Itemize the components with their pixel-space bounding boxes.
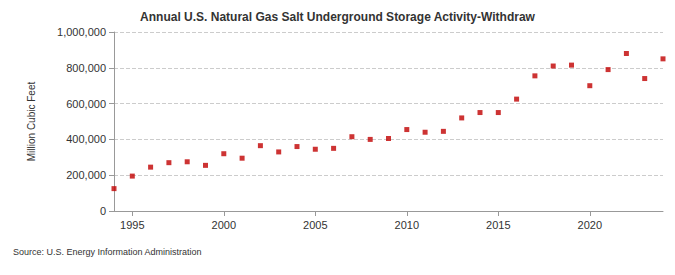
svg-text:800,000: 800,000 [66, 62, 106, 74]
svg-text:Million Cubic Feet: Million Cubic Feet [26, 82, 37, 162]
svg-text:2010: 2010 [395, 219, 419, 231]
svg-text:600,000: 600,000 [66, 98, 106, 110]
svg-text:200,000: 200,000 [66, 169, 106, 181]
svg-text:1995: 1995 [120, 219, 144, 231]
svg-text:1,000,000: 1,000,000 [57, 26, 106, 38]
svg-text:400,000: 400,000 [66, 133, 106, 145]
svg-text:2000: 2000 [212, 219, 236, 231]
svg-text:2020: 2020 [578, 219, 602, 231]
svg-text:Source: U.S. Energy Informatio: Source: U.S. Energy Information Administ… [13, 247, 202, 257]
svg-text:0: 0 [100, 205, 106, 217]
svg-text:2005: 2005 [303, 219, 327, 231]
svg-text:2015: 2015 [486, 219, 510, 231]
svg-text:Annual U.S. Natural Gas Salt U: Annual U.S. Natural Gas Salt Underground… [140, 10, 535, 24]
